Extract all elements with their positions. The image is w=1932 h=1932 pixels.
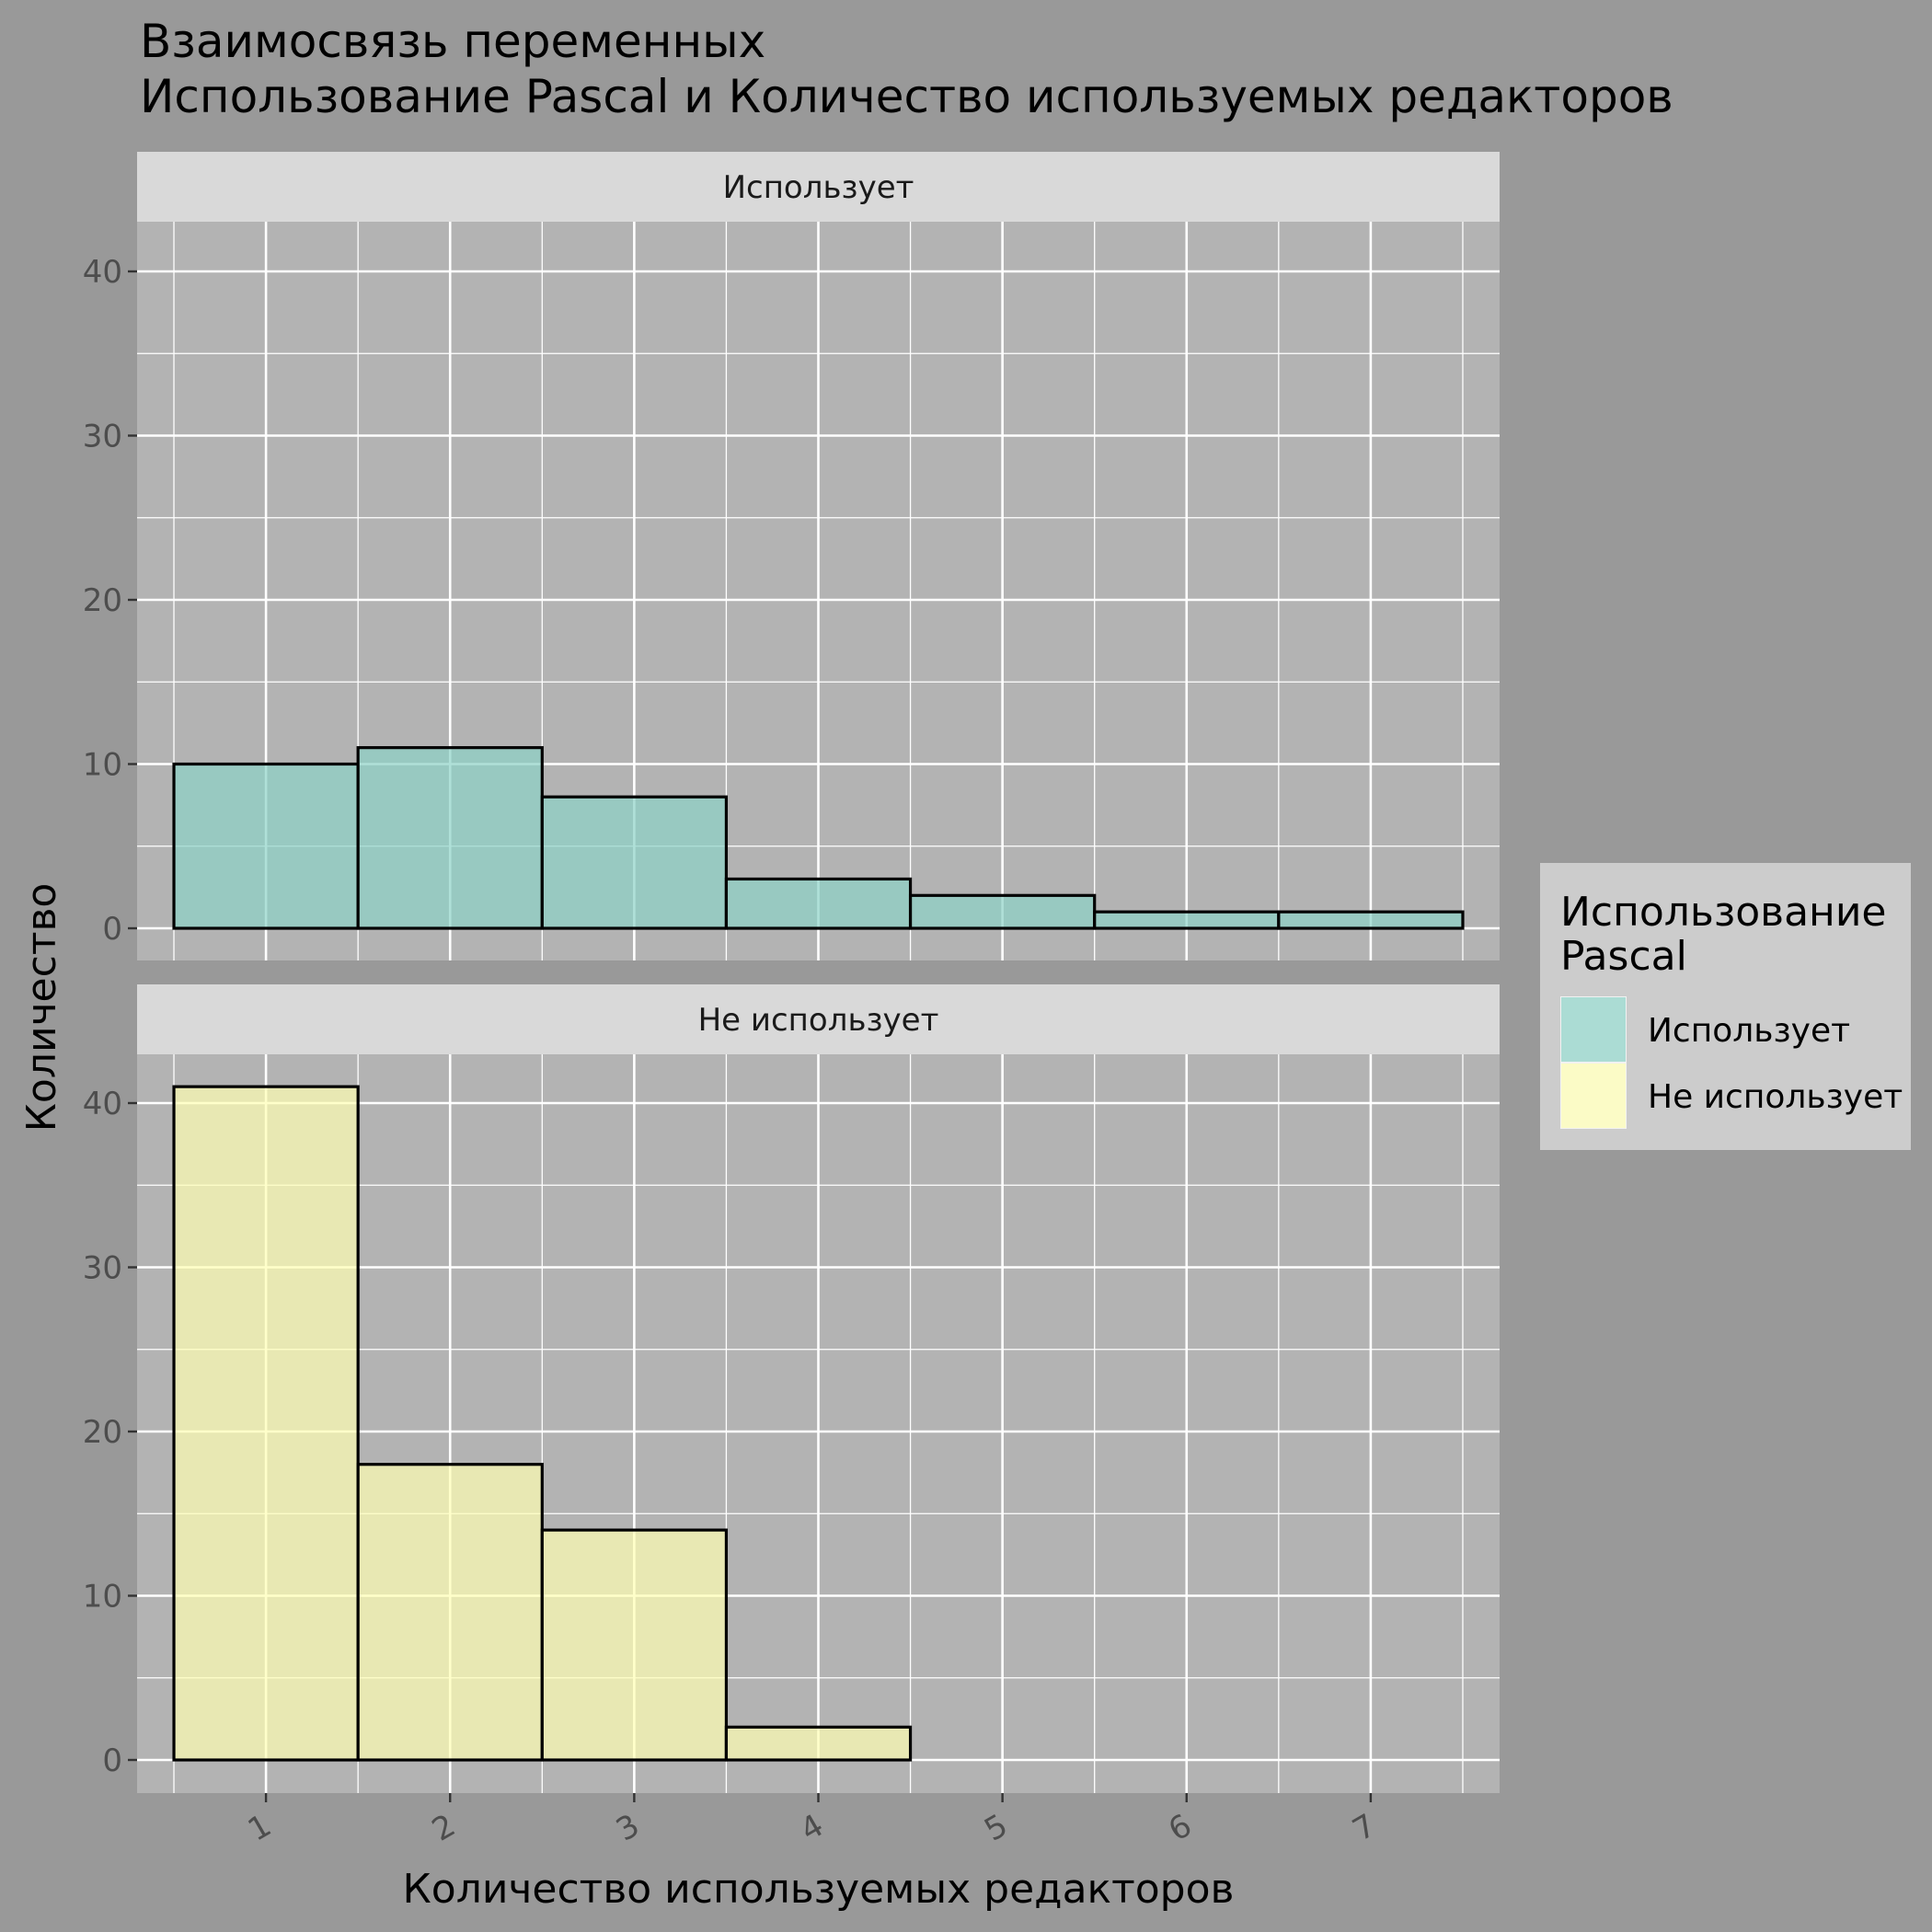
y-tick-label: 30 <box>83 419 122 455</box>
y-tick-label: 20 <box>83 1414 122 1451</box>
legend-title: Pascal <box>1560 933 1687 980</box>
y-tick-label: 0 <box>102 911 122 948</box>
facet-strip-label: Использует <box>723 169 914 206</box>
x-axis-title: Количество используемых редакторов <box>403 1866 1235 1913</box>
y-tick-label: 0 <box>102 1742 122 1779</box>
histogram-bar <box>540 1528 729 1762</box>
histogram-bar <box>172 1085 360 1762</box>
x-tick-label: 5 <box>978 1807 1014 1848</box>
histogram-bar <box>724 1725 913 1762</box>
legend-key-swatch <box>1561 1064 1626 1128</box>
y-tick-label: 10 <box>83 1579 122 1616</box>
histogram-bar <box>908 893 1097 930</box>
facet-strip <box>137 984 1500 1054</box>
facet-strip-label: Не использует <box>698 1002 939 1039</box>
y-tick-label: 40 <box>83 1086 122 1122</box>
legend-label: Не использует <box>1648 1078 1903 1116</box>
y-tick-label: 40 <box>83 254 122 291</box>
histogram-bar <box>1277 910 1465 930</box>
facet-panel-1: Использует 0 10 20 30 40 <box>83 152 1500 960</box>
x-tick-label: 7 <box>1347 1807 1383 1848</box>
legend-title: Использование <box>1560 889 1887 936</box>
x-tick-label: 4 <box>794 1807 830 1848</box>
chart-title-line: Взаимосвязь переменных <box>140 15 765 68</box>
chart-title-line: Использование Pascal и Количество исполь… <box>140 70 1673 123</box>
y-tick-label: 30 <box>83 1250 122 1287</box>
legend-label: Использует <box>1648 1012 1850 1050</box>
y-tick-label: 10 <box>83 747 122 784</box>
x-tick-label: 6 <box>1163 1807 1199 1848</box>
histogram-bar <box>540 795 729 930</box>
histogram-bar <box>172 762 360 930</box>
histogram-bar <box>724 877 913 930</box>
x-tick-label: 1 <box>242 1807 278 1848</box>
legend-key-swatch <box>1561 997 1626 1062</box>
y-tick-label: 20 <box>83 582 122 619</box>
histogram-bar <box>356 746 544 930</box>
y-axis-title: Количество <box>18 883 65 1133</box>
histogram-bar <box>356 1463 544 1762</box>
histogram-bar <box>1093 910 1281 930</box>
facet-strip <box>137 152 1500 222</box>
x-tick-label: 3 <box>610 1807 646 1848</box>
x-tick-label: 2 <box>426 1807 462 1848</box>
facet-panel-2: Не использует 0 10 20 30 40 <box>83 984 1500 1793</box>
